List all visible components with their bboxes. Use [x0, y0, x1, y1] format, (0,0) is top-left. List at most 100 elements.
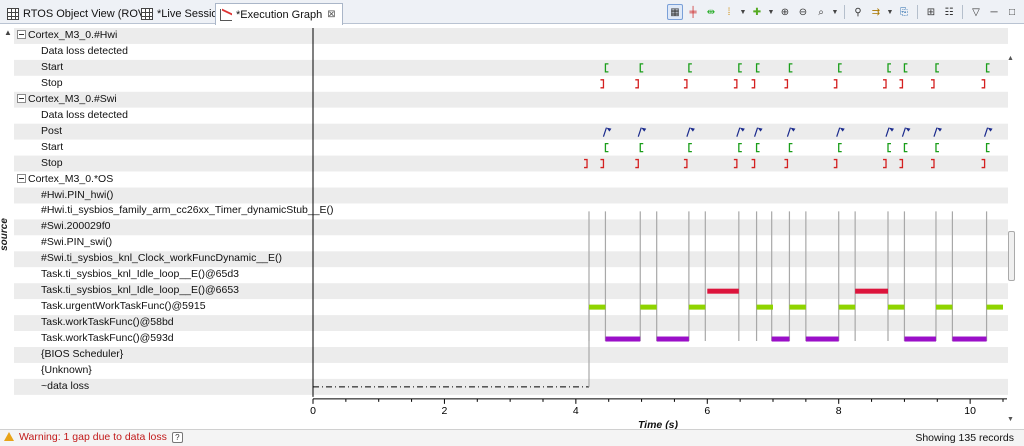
row-label: Data loss detected	[41, 44, 128, 59]
zoom-fit-icon[interactable]: ⌕	[818, 6, 824, 18]
task-bar	[952, 336, 987, 342]
x-tick-label: 2	[442, 405, 448, 417]
timeline-plot[interactable]: 0 2 4 6 8 10 Time (s)	[0, 25, 1024, 429]
row-stripe	[14, 155, 1008, 172]
task-bar	[771, 336, 790, 342]
post-marker	[602, 127, 607, 137]
marker-icon[interactable]: ✚	[752, 6, 762, 18]
group-icon[interactable]: ☷	[944, 6, 954, 18]
tab-label: *Execution Graph	[236, 8, 323, 21]
collapse-icon[interactable]	[17, 93, 26, 103]
task-bar	[688, 304, 706, 310]
start-marker	[688, 142, 692, 153]
chevron-down-icon[interactable]: ▼	[739, 8, 747, 16]
row-label-text: {BIOS Scheduler}	[41, 348, 124, 360]
row-stripe	[14, 171, 1008, 188]
chevron-down-icon[interactable]: ▼	[831, 8, 839, 16]
start-marker	[688, 63, 692, 73]
group-row-label[interactable]: Cortex_M3_0.#Swi	[17, 92, 117, 107]
row-label: Task.workTaskFunc()@58bd	[41, 315, 174, 330]
start-marker	[755, 142, 760, 153]
zoom-out-icon[interactable]: ⊖	[798, 6, 808, 18]
measure-icon[interactable]: ⇹	[706, 6, 716, 18]
row-label: #Hwi.PIN_hwi()	[41, 188, 113, 203]
tab-live-session[interactable]: *Live Session	[136, 3, 231, 24]
row-label-text: #Hwi.ti_sysbios_family_arm_cc26xx_Timer_…	[41, 204, 334, 217]
row-stripe	[14, 107, 1008, 124]
minimize-icon[interactable]: ─	[990, 6, 998, 18]
group-row-label[interactable]: Cortex_M3_0.*OS	[17, 172, 113, 187]
grid-icon	[141, 8, 153, 20]
row-label-text: Stop	[41, 156, 63, 169]
scroll-up-icon[interactable]: ▲	[1007, 55, 1014, 62]
stop-marker	[784, 158, 789, 169]
row-stripe	[14, 203, 1008, 220]
stop-marker	[899, 158, 904, 169]
execution-graph: 0 2 4 6 8 10 Time (s) ▲ Cortex_M3_0.#Hwi Data l…	[0, 25, 1024, 429]
stop-marker	[584, 158, 588, 169]
graph-icon	[220, 8, 232, 21]
find-icon[interactable]: ⚲	[854, 6, 862, 18]
row-stripe	[14, 315, 1008, 332]
toolbar-separator	[917, 5, 918, 19]
tab-label: RTOS Object View (ROV)	[23, 8, 149, 20]
post-flag	[641, 127, 647, 132]
tab-label: *Live Session	[157, 8, 224, 20]
row-stripe	[14, 235, 1008, 252]
group-row-label[interactable]: Cortex_M3_0.#Hwi	[17, 28, 117, 43]
start-marker	[738, 142, 742, 153]
filter-icon[interactable]: ⇉	[871, 6, 881, 18]
row-stripe	[14, 28, 1008, 44]
vertical-scrollbar[interactable]: ▲ ▼	[1006, 53, 1018, 423]
start-marker	[903, 142, 908, 153]
row-label-text: {Unknown}	[41, 363, 92, 376]
export-icon[interactable]: ⎘	[900, 6, 908, 18]
stop-marker	[635, 158, 639, 169]
y-axis-label: source	[0, 218, 10, 251]
row-label-text: Start	[41, 140, 64, 153]
task-bar	[888, 304, 905, 310]
row-label: #Swi.PIN_swi()	[41, 235, 112, 250]
tab-execution-graph[interactable]: *Execution Graph ⊠	[215, 3, 343, 25]
bookmark-icon[interactable]: ⁞	[727, 6, 731, 18]
post-flag	[739, 127, 745, 132]
toolbar-separator	[962, 5, 963, 19]
row-label-text: #Swi.ti_sysbios_knl_Clock_workFuncDynami…	[41, 252, 283, 265]
chevron-down-icon[interactable]: ▼	[886, 8, 894, 16]
tab-rov[interactable]: RTOS Object View (ROV)	[2, 3, 156, 24]
row-label: #Hwi.ti_sysbios_family_arm_cc26xx_Timer_…	[41, 203, 334, 218]
view-menu-icon[interactable]: ▽	[972, 6, 980, 18]
task-bar	[904, 336, 936, 342]
post-flag	[889, 127, 894, 132]
post-marker	[885, 127, 890, 137]
warning-message: Warning: 1 gap due to data loss ?	[4, 431, 183, 443]
stop-marker	[733, 79, 738, 89]
maximize-icon[interactable]: □	[1008, 6, 1016, 18]
sync-icon[interactable]: ⊞	[926, 6, 936, 18]
stop-marker	[683, 158, 688, 169]
zoom-in-icon[interactable]: ⊕	[780, 6, 790, 18]
task-bar	[805, 336, 839, 342]
post-flag	[757, 127, 763, 132]
stop-marker	[733, 158, 738, 169]
row-label-text: Task.urgentWorkTaskFunc()@5915	[41, 300, 206, 313]
scroll-up-icon[interactable]: ▲	[4, 28, 12, 37]
stop-marker	[931, 158, 935, 169]
chevron-down-icon[interactable]: ▼	[767, 8, 775, 16]
row-label: ~data loss	[41, 379, 89, 394]
align-time-icon[interactable]: ╪	[689, 6, 697, 18]
collapse-icon[interactable]	[17, 173, 26, 183]
close-icon[interactable]: ⊠	[327, 9, 336, 20]
row-label-text: ~data loss	[41, 379, 90, 392]
record-count: Showing 135 records	[915, 432, 1014, 444]
help-icon[interactable]: ?	[171, 431, 183, 443]
task-bar	[756, 304, 773, 310]
post-marker	[984, 127, 989, 137]
view-toggle-icon[interactable]: ▦	[667, 4, 683, 20]
scrollbar-thumb[interactable]	[1008, 231, 1015, 281]
start-marker	[738, 63, 742, 73]
scroll-down-icon[interactable]: ▼	[1007, 416, 1014, 423]
row-label: Post	[41, 124, 62, 139]
collapse-icon[interactable]	[17, 30, 26, 39]
stop-marker	[833, 158, 838, 169]
